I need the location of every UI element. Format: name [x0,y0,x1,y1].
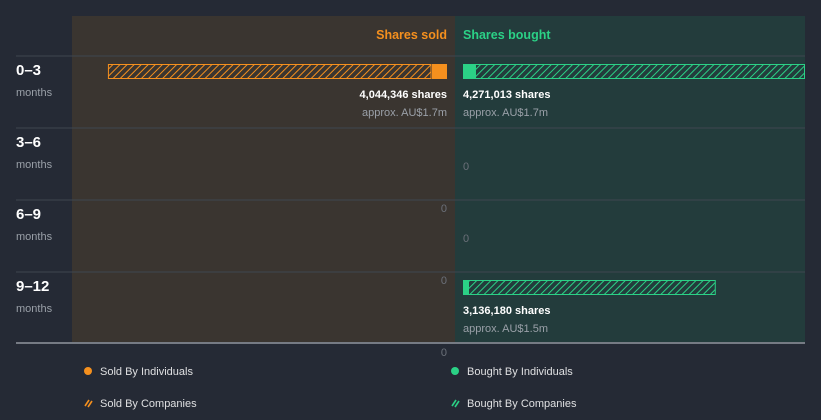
bought-value-label: approx. AU$1.5m [463,323,548,335]
sold-individuals-bar [432,64,447,79]
period-row-0: 0–3 months 4,044,346 shares approx. AU$1.7m… [16,55,805,119]
legend-swatch-hatch [451,399,457,407]
sold-shares-label: 4,044,346 shares [360,89,447,101]
sold-zero-label: 0 [441,275,447,287]
legend-label: Bought By Individuals [467,366,573,378]
bought-companies-bar [468,280,716,295]
legend-item-0: Sold By Individuals [84,366,193,378]
bought-companies-bar [475,64,805,79]
sold-zero-label: 0 [441,347,447,359]
legend-label: Sold By Companies [100,398,197,410]
period-row-3: 9–12 months 0 3,136,180 shares approx. AU$1.… [16,271,805,359]
period-row-1: 3–6 months 0 0 [16,127,805,215]
legend-label: Bought By Companies [467,398,577,410]
legend-swatch-hatch [454,400,460,408]
bought-individuals-bar [463,64,476,79]
shares-bought-header: Shares bought [463,28,551,42]
legend-item-3: Bought By Companies [451,398,577,410]
legend-item-1: Bought By Individuals [451,366,573,378]
sold-companies-bar [107,64,432,79]
sold-value-label: approx. AU$1.7m [362,107,447,119]
legend-swatch-solid [84,367,92,375]
bought-shares-label: 4,271,013 shares [463,89,550,101]
bought-shares-label: 3,136,180 shares [463,305,550,317]
period-label: 6–9 [16,206,41,223]
period-sublabel: months [16,303,53,315]
period-label: 3–6 [16,134,41,151]
legend-item-2: Sold By Companies [84,398,197,410]
legend-swatch-hatch [84,399,90,407]
bought-individuals-bar [463,280,468,295]
sold-zero-label: 0 [441,203,447,215]
bought-value-label: approx. AU$1.7m [463,107,548,119]
period-label: 9–12 [16,278,49,295]
period-sublabel: months [16,231,53,243]
period-row-2: 6–9 months 0 0 [16,199,805,287]
period-sublabel: months [16,87,53,99]
legend: Sold By Individuals Bought By Individuals… [84,366,577,410]
legend-label: Sold By Individuals [100,366,193,378]
legend-swatch-solid [451,367,459,375]
period-sublabel: months [16,159,53,171]
chart-rows: 0–3 months 4,044,346 shares approx. AU$1.7m… [16,55,805,359]
bought-zero-label: 0 [463,233,469,245]
bought-zero-label: 0 [463,161,469,173]
shares-sold-header: Shares sold [376,28,447,42]
period-label: 0–3 [16,62,41,79]
legend-swatch-hatch [87,400,93,408]
